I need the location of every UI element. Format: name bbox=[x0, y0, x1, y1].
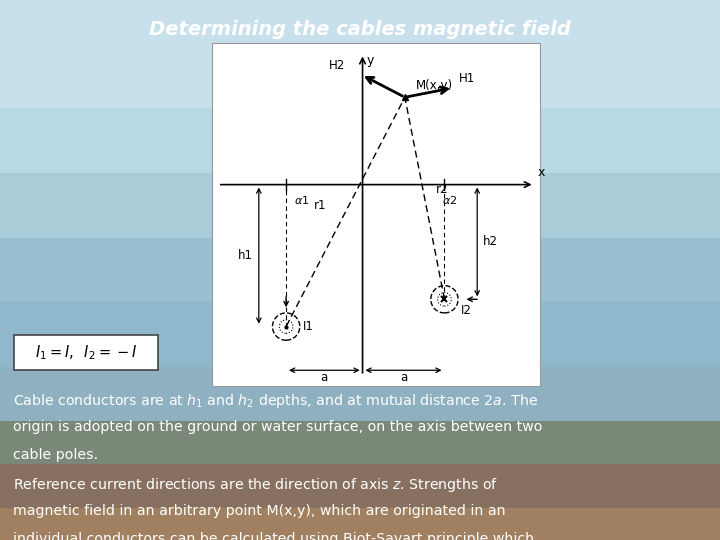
Text: M(x,y): M(x,y) bbox=[415, 79, 453, 92]
Bar bbox=[14, 335, 158, 370]
Text: I2: I2 bbox=[461, 303, 472, 316]
Text: y: y bbox=[366, 53, 374, 66]
Bar bbox=[0, 508, 720, 540]
Text: H1: H1 bbox=[459, 72, 474, 85]
Text: $\alpha$1: $\alpha$1 bbox=[294, 194, 310, 206]
Bar bbox=[0, 464, 720, 508]
Text: a: a bbox=[320, 371, 328, 384]
Text: magnetic field in an arbitrary point M(x,y), which are originated in an: magnetic field in an arbitrary point M(x… bbox=[13, 504, 505, 518]
Text: h2: h2 bbox=[482, 235, 498, 248]
Text: Cable conductors are at $\it{h}_1$ and $\it{h}_2$ depths, and at mutual distance: Cable conductors are at $\it{h}_1$ and $… bbox=[13, 392, 538, 409]
Text: a: a bbox=[400, 371, 407, 384]
Text: I1: I1 bbox=[302, 320, 313, 333]
Bar bbox=[0, 367, 720, 421]
Text: $\it{I}_1 = \it{I},\;\; \it{I}_2 = -\it{I}$: $\it{I}_1 = \it{I},\;\; \it{I}_2 = -\it{… bbox=[35, 343, 138, 362]
Bar bbox=[0, 0, 720, 108]
Bar bbox=[0, 108, 720, 173]
Bar bbox=[0, 173, 720, 238]
Text: r1: r1 bbox=[314, 199, 326, 212]
Text: H2: H2 bbox=[328, 59, 345, 72]
Text: x: x bbox=[537, 166, 544, 179]
Bar bbox=[0, 302, 720, 367]
Bar bbox=[0, 421, 720, 464]
Text: Reference current directions are the direction of axis $\it{z}$. Strengths of: Reference current directions are the dir… bbox=[13, 476, 498, 494]
Text: r2: r2 bbox=[436, 183, 448, 196]
Text: individual conductors can be calculated using Biot-Savart principle which: individual conductors can be calculated … bbox=[13, 532, 534, 540]
Text: $\alpha$2: $\alpha$2 bbox=[441, 194, 457, 206]
Text: cable poles.: cable poles. bbox=[13, 448, 98, 462]
Text: origin is adopted on the ground or water surface, on the axis between two: origin is adopted on the ground or water… bbox=[13, 420, 542, 434]
Bar bbox=[0, 238, 720, 302]
Text: h1: h1 bbox=[238, 249, 253, 262]
Bar bbox=[212, 43, 540, 386]
Text: Determining the cables magnetic field: Determining the cables magnetic field bbox=[149, 20, 571, 39]
